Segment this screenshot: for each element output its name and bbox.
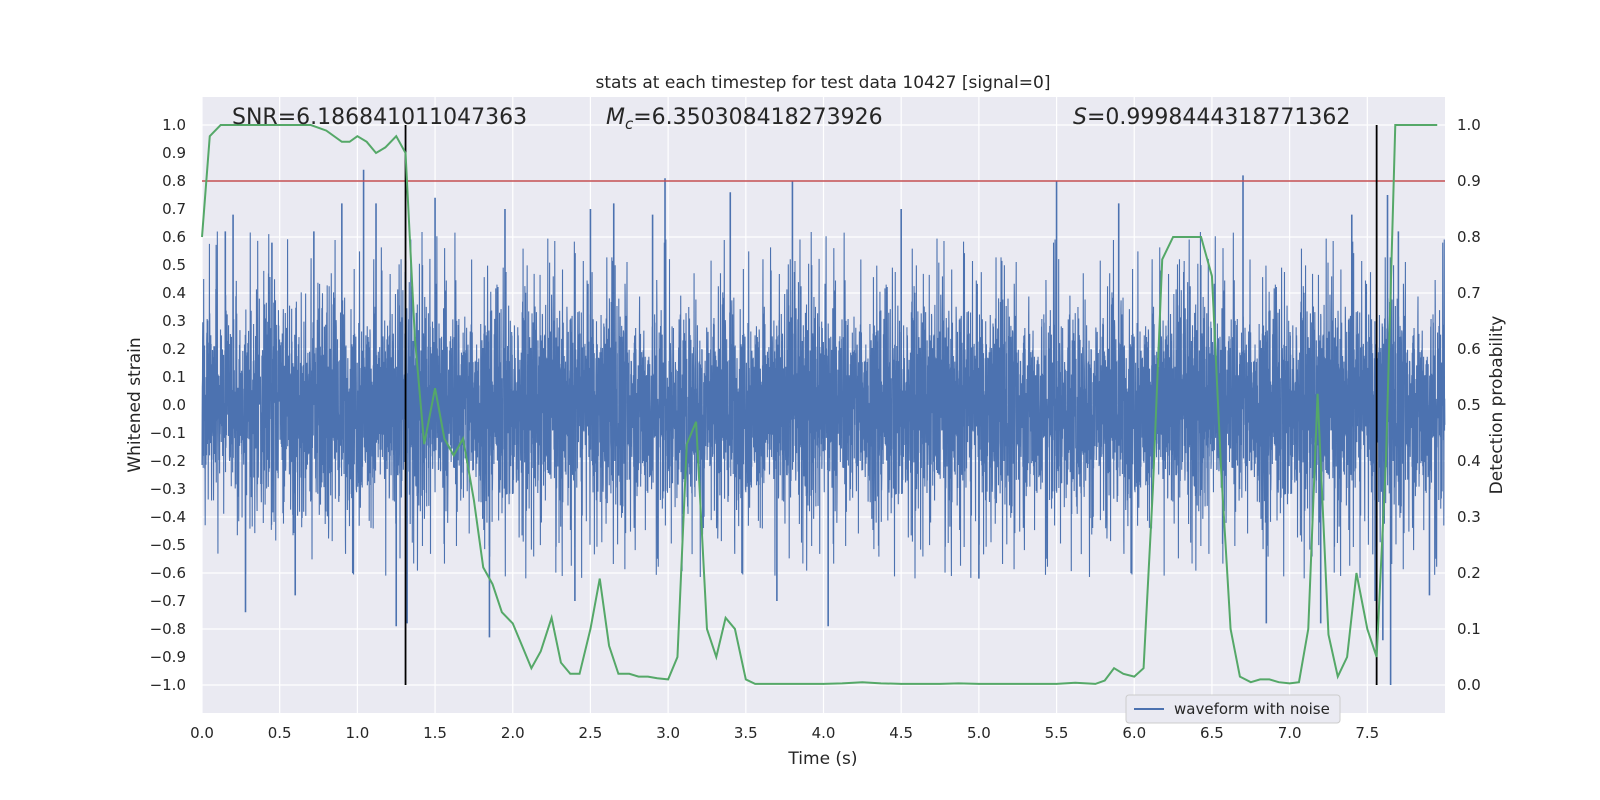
legend-box: [1125, 694, 1341, 724]
x-tick-label: 5.0: [967, 724, 991, 742]
x-tick-label: 1.5: [423, 724, 447, 742]
y-tick-label: 1.0: [162, 116, 186, 134]
y-tick-labels: 1.0 0.9 0.8 0.7 0.6 0.5 0.4 0.3 0.2 0.1 0.0 −0.1 −0.…: [150, 116, 186, 694]
x-tick-label: 4.0: [812, 724, 836, 742]
score-value: =0.9998444318771362: [1087, 105, 1350, 130]
chart-title: stats at each timestep for test data 104…: [596, 73, 1051, 93]
y2-tick-label: 0.4: [1457, 452, 1481, 470]
y-tick-label: 0.8: [162, 172, 186, 190]
y-tick-label: −0.2: [150, 452, 186, 470]
chirp-mass-symbol: M: [606, 105, 625, 130]
y2-tick-label: 0.0: [1457, 676, 1481, 694]
x-tick-label: 7.0: [1278, 724, 1302, 742]
x-tick-label: 5.5: [1045, 724, 1069, 742]
y2-tick-label: 0.6: [1457, 340, 1481, 358]
waveform-noise-trace: [201, 231, 1446, 579]
y2-tick-label: 0.9: [1457, 172, 1481, 190]
y2-tick-label: 0.8: [1457, 228, 1481, 246]
chirp-mass-value: =6.350308418273926: [633, 105, 882, 130]
chirp-mass-annotation: Mc=6.350308418273926: [606, 105, 883, 133]
x-tick-label: 0.0: [190, 724, 214, 742]
y-tick-label: 0.4: [162, 284, 186, 302]
y-tick-label: 0.2: [162, 340, 186, 358]
y-tick-label: 0.0: [162, 396, 186, 414]
y-tick-label: −1.0: [150, 676, 186, 694]
y2-tick-label: 0.2: [1457, 564, 1481, 582]
x-tick-label: 0.5: [268, 724, 292, 742]
y-tick-label: −0.3: [150, 480, 186, 498]
legend: waveform with noise: [1125, 694, 1341, 724]
y-tick-label: −0.7: [150, 592, 186, 610]
x-tick-label: 7.5: [1355, 724, 1379, 742]
y-tick-label: 0.1: [162, 368, 186, 386]
x-axis-label: Time (s): [787, 749, 857, 769]
x-tick-label: 1.0: [345, 724, 369, 742]
y2-tick-label: 0.1: [1457, 620, 1481, 638]
vertical-markers: [404, 125, 1378, 685]
score-annotation: S=0.9998444318771362: [1073, 105, 1350, 130]
y2-axis-label: Detection probability: [1487, 316, 1507, 495]
probability-series: [201, 124, 1438, 685]
y2-tick-labels: 1.0 0.9 0.8 0.7 0.6 0.5 0.4 0.3 0.2 0.1 0.0: [1457, 116, 1481, 694]
y-tick-label: −0.4: [150, 508, 186, 526]
y2-tick-label: 0.5: [1457, 396, 1481, 414]
y2-tick-label: 0.7: [1457, 284, 1481, 302]
x-tick-label: 3.5: [734, 724, 758, 742]
y-axis-label: Whitened strain: [125, 337, 145, 472]
y-tick-label: 0.3: [162, 312, 186, 330]
y2-tick-label: 1.0: [1457, 116, 1481, 134]
y-tick-label: −0.8: [150, 620, 186, 638]
x-tick-label: 6.0: [1122, 724, 1146, 742]
x-tick-label: 4.5: [889, 724, 913, 742]
legend-label: waveform with noise: [1174, 700, 1330, 718]
x-tick-label: 3.0: [656, 724, 680, 742]
x-tick-label: 6.5: [1200, 724, 1224, 742]
y-tick-label: 0.7: [162, 200, 186, 218]
x-tick-label: 2.5: [579, 724, 603, 742]
detection-probability-line: [201, 124, 1438, 685]
y-tick-label: 0.9: [162, 144, 186, 162]
y-tick-label: −0.5: [150, 536, 186, 554]
score-symbol: S: [1073, 105, 1087, 130]
y-tick-label: −0.1: [150, 424, 186, 442]
y-tick-label: −0.9: [150, 648, 186, 666]
y-tick-label: −0.6: [150, 564, 186, 582]
y-tick-label: 0.6: [162, 228, 186, 246]
snr-annotation: SNR=6.186841011047363: [232, 105, 527, 130]
chirp-mass-subscript: c: [625, 115, 634, 133]
x-tick-labels: 0.0 0.5 1.0 1.5 2.0 2.5 3.0 3.5 4.0 4.5 5.0 5.5 6.0 6…: [190, 724, 1379, 742]
y-tick-label: 0.5: [162, 256, 186, 274]
x-tick-label: 2.0: [501, 724, 525, 742]
y2-tick-label: 0.3: [1457, 508, 1481, 526]
